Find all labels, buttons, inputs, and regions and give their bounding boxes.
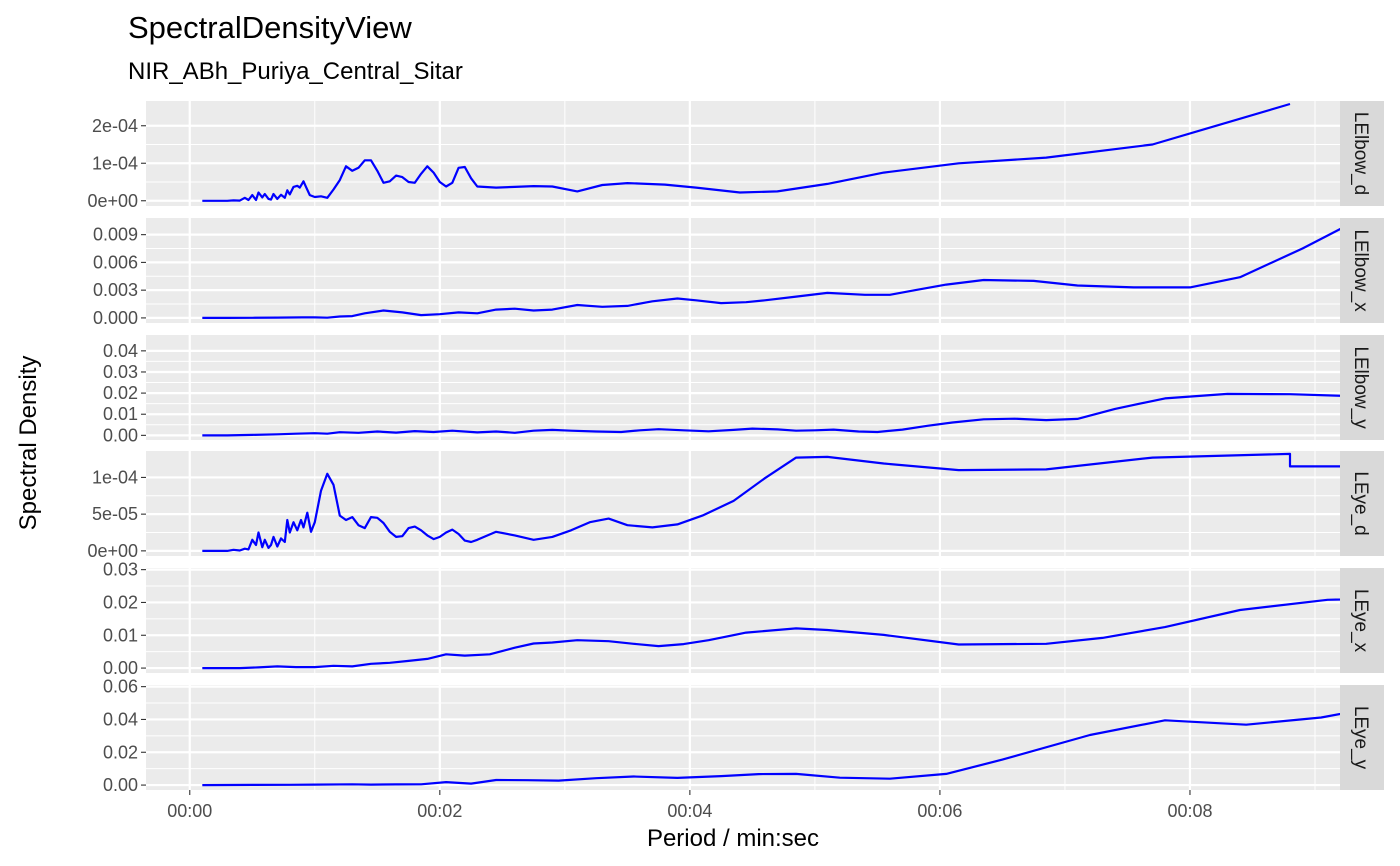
series-line (202, 227, 1340, 319)
y-tick-label: 0.04 (103, 709, 138, 729)
y-tick-label: 0.00 (103, 425, 138, 445)
x-axis-title: Period / min:sec (647, 825, 819, 852)
y-tick-label: 1e-04 (92, 153, 138, 173)
y-tick-label: 0e+00 (87, 541, 138, 561)
y-tick-label: 0.009 (93, 225, 138, 245)
facet-strip (1340, 101, 1384, 206)
y-tick-label: 0.003 (93, 280, 138, 300)
y-tick-label: 0.00 (103, 775, 138, 795)
facet-strip-label: LEye_y (1350, 706, 1371, 770)
facet-panel: 0.00 0.01 0.02 0.03 LEye_x (103, 560, 1384, 678)
series-line (202, 392, 1340, 437)
panel-background (146, 101, 1340, 206)
y-tick-label: 0.02 (103, 742, 138, 762)
y-tick-label: 0.01 (103, 625, 138, 645)
y-tick-label: 0.000 (93, 308, 138, 328)
facet-panel: 0.000 0.003 0.006 0.009 LElbow_x (93, 218, 1384, 328)
facet-strip-label: LElbow_d (1350, 112, 1371, 195)
x-tick-label: 00:00 (167, 801, 212, 821)
y-tick-label: 0.01 (103, 404, 138, 424)
series-line (202, 712, 1340, 787)
series-line (202, 598, 1340, 670)
chart-subtitle: NIR_ABh_Puriya_Central_Sitar (128, 58, 463, 85)
panel-background (146, 685, 1340, 790)
y-tick-label: 0e+00 (87, 191, 138, 211)
y-tick-label: 0.02 (103, 383, 138, 403)
y-tick-label: 1e-04 (92, 467, 138, 487)
y-tick-label: 0.02 (103, 592, 138, 612)
facet-strip (1340, 335, 1384, 440)
x-axis: 00:00 00:02 00:04 00:06 00:08 (167, 790, 1212, 821)
y-tick-label: 0.00 (103, 658, 138, 678)
panel-background (146, 568, 1340, 673)
facet-panel: 0.00 0.02 0.04 0.06 LEye_y (103, 677, 1384, 795)
y-tick-label: 2e-04 (92, 116, 138, 136)
y-tick-label: 0.006 (93, 252, 138, 272)
facet-strip (1340, 568, 1384, 673)
chart-title: SpectralDensityView (128, 10, 412, 45)
facet-strip-label: LElbow_y (1350, 346, 1371, 429)
facet-strip-label: LElbow_x (1350, 229, 1371, 312)
facet-strip-label: LEye_d (1350, 471, 1371, 535)
panel-background (146, 335, 1340, 440)
x-tick-label: 00:06 (917, 801, 962, 821)
y-tick-label: 5e-05 (92, 504, 138, 524)
facet-strip (1340, 451, 1384, 556)
y-tick-label: 0.03 (103, 560, 138, 580)
facet-strip (1340, 218, 1384, 323)
y-tick-label: 0.04 (103, 341, 138, 361)
y-tick-label: 0.06 (103, 677, 138, 697)
x-tick-label: 00:08 (1167, 801, 1212, 821)
series-line (202, 102, 1291, 202)
y-tick-label: 0.03 (103, 362, 138, 382)
facet-strip (1340, 685, 1384, 790)
x-tick-label: 00:02 (417, 801, 462, 821)
facet-panel: 0.000.010.020.030.04 LElbow_y (103, 335, 1384, 445)
y-axis-title: Spectral Density (15, 356, 42, 531)
facet-strip-label: LEye_x (1350, 589, 1371, 653)
series-line (202, 452, 1340, 552)
panel-background (146, 451, 1340, 556)
facet-panel: 0e+00 1e-04 2e-04 LElbow_d (87, 101, 1384, 211)
x-tick-label: 00:04 (667, 801, 712, 821)
facet-panel: 0e+00 5e-05 1e-04 LEye_d (87, 451, 1384, 561)
